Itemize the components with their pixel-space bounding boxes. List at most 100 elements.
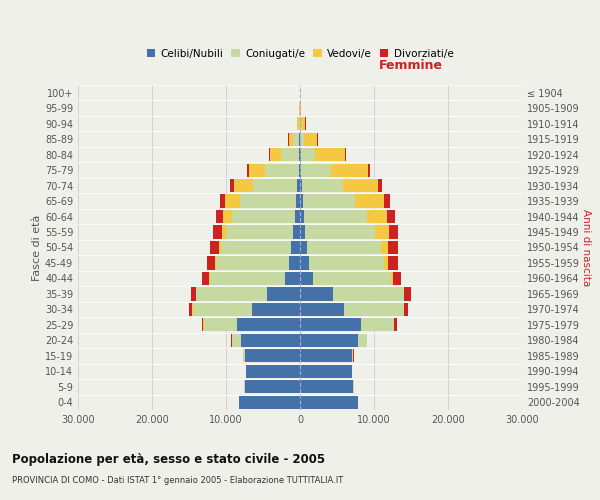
Bar [361, 318, 394, 332]
Text: PROVINCIA DI COMO - Dati ISTAT 1° gennaio 2005 - Elaborazione TUTTITALIA.IT: PROVINCIA DI COMO - Dati ISTAT 1° gennai… [12, 476, 343, 485]
Bar [247, 164, 249, 176]
Bar [217, 210, 223, 223]
Bar [246, 364, 300, 378]
Bar [215, 256, 217, 270]
Bar [352, 350, 353, 362]
Y-axis label: Fasce di età: Fasce di età [32, 214, 42, 280]
Bar [243, 350, 245, 362]
Bar [221, 241, 291, 254]
Bar [345, 148, 346, 161]
Bar [300, 226, 305, 238]
Bar [210, 272, 285, 285]
Bar [249, 164, 265, 176]
Bar [404, 288, 411, 300]
Bar [300, 117, 301, 130]
Bar [385, 256, 388, 270]
Bar [252, 303, 300, 316]
Bar [378, 179, 382, 192]
Bar [300, 102, 301, 115]
Bar [300, 256, 309, 270]
Bar [300, 364, 352, 378]
Bar [196, 288, 266, 300]
Bar [202, 318, 203, 332]
Bar [234, 179, 253, 192]
Y-axis label: Anni di nascita: Anni di nascita [581, 209, 591, 286]
Bar [207, 256, 215, 270]
Bar [300, 303, 344, 316]
Bar [313, 272, 391, 285]
Bar [300, 318, 361, 332]
Bar [221, 226, 226, 238]
Bar [237, 318, 300, 332]
Bar [301, 117, 305, 130]
Bar [300, 272, 313, 285]
Bar [304, 210, 367, 223]
Bar [305, 226, 376, 238]
Text: Femmine: Femmine [379, 59, 443, 72]
Bar [204, 318, 237, 332]
Bar [214, 226, 221, 238]
Bar [241, 334, 300, 347]
Bar [302, 179, 343, 192]
Bar [309, 256, 385, 270]
Bar [265, 164, 299, 176]
Bar [331, 164, 368, 176]
Bar [299, 164, 300, 176]
Bar [245, 380, 300, 394]
Bar [316, 148, 345, 161]
Bar [225, 194, 240, 207]
Bar [289, 132, 293, 145]
Bar [358, 334, 367, 347]
Bar [230, 179, 234, 192]
Bar [281, 148, 299, 161]
Bar [190, 303, 193, 316]
Bar [269, 148, 281, 161]
Bar [266, 288, 300, 300]
Bar [334, 288, 404, 300]
Bar [380, 241, 388, 254]
Bar [307, 241, 380, 254]
Bar [293, 226, 300, 238]
Bar [303, 194, 355, 207]
Bar [293, 132, 299, 145]
Bar [367, 210, 388, 223]
Bar [301, 164, 331, 176]
Bar [388, 256, 398, 270]
Bar [289, 256, 300, 270]
Bar [217, 256, 289, 270]
Bar [291, 241, 300, 254]
Bar [240, 194, 296, 207]
Bar [376, 226, 389, 238]
Bar [391, 272, 393, 285]
Bar [295, 210, 300, 223]
Bar [218, 241, 221, 254]
Bar [393, 272, 401, 285]
Bar [297, 179, 300, 192]
Bar [226, 226, 293, 238]
Bar [220, 194, 225, 207]
Bar [300, 380, 353, 394]
Bar [300, 179, 302, 192]
Bar [253, 179, 297, 192]
Bar [388, 210, 395, 223]
Bar [202, 272, 209, 285]
Bar [297, 117, 299, 130]
Bar [232, 334, 241, 347]
Bar [300, 164, 301, 176]
Bar [300, 334, 358, 347]
Bar [193, 303, 252, 316]
Bar [404, 303, 409, 316]
Bar [191, 288, 196, 300]
Bar [239, 396, 300, 409]
Bar [355, 194, 385, 207]
Bar [299, 148, 300, 161]
Bar [388, 241, 398, 254]
Bar [300, 194, 303, 207]
Bar [343, 179, 378, 192]
Bar [300, 288, 334, 300]
Bar [368, 164, 370, 176]
Bar [301, 132, 304, 145]
Bar [394, 318, 397, 332]
Bar [285, 272, 300, 285]
Bar [296, 194, 300, 207]
